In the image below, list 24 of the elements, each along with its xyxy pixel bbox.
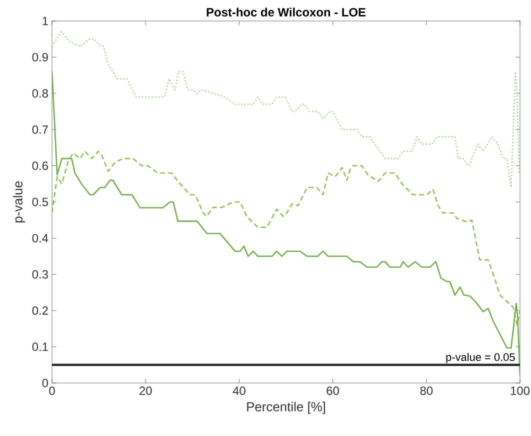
- line-series: [52, 31, 520, 188]
- y-tick-label: 0.2: [32, 306, 48, 315]
- y-tick-label: 0.5: [32, 198, 48, 206]
- y-tick-label: 1: [42, 16, 48, 26]
- x-tick-label: 20: [140, 386, 152, 395]
- x-tick-label: 60: [326, 386, 339, 395]
- y-tick-label: 0.9: [32, 52, 48, 62]
- y-axis-title: p-value: [12, 181, 26, 222]
- y-tick-label: 0.3: [32, 270, 48, 279]
- x-tick-label: 80: [420, 386, 433, 395]
- y-tick-label: 0.7: [32, 125, 48, 134]
- x-axis-title: Percentile [%]: [247, 402, 326, 414]
- x-tick-label: 0: [49, 386, 55, 395]
- y-tick-label: 0.8: [32, 89, 48, 98]
- y-tick-label: 0.4: [32, 234, 48, 242]
- x-tick-label: 100: [510, 386, 530, 395]
- y-tick-label: 0.1: [32, 342, 48, 352]
- line-series: [52, 71, 520, 376]
- chart-title: Post-hoc de Wilcoxon - LOE: [206, 8, 366, 16]
- y-tick-label: 0.6: [32, 162, 48, 170]
- x-tick-label: 40: [232, 386, 246, 395]
- y-tick-label: 0: [42, 378, 48, 388]
- ref-line-label: p-value = 0.05: [446, 352, 515, 364]
- line-series: [52, 150, 520, 326]
